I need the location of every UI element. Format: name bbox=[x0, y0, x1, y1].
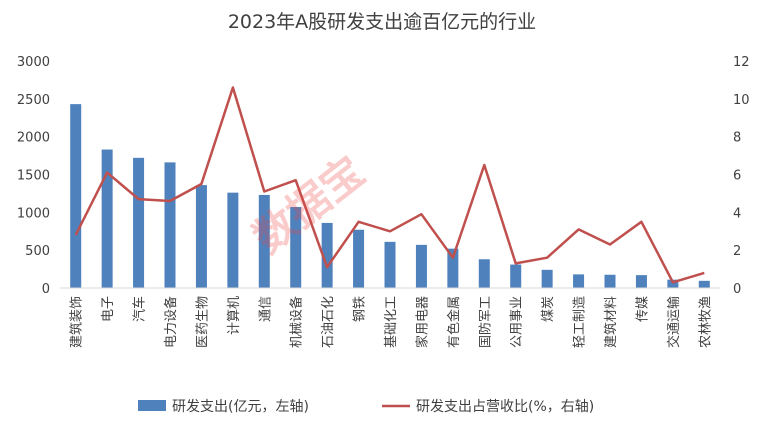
category-label: 电子 bbox=[101, 296, 116, 322]
chart-title: 2023年A股研发支出逾百亿元的行业 bbox=[228, 11, 536, 33]
bar bbox=[415, 244, 427, 288]
category-label: 公用事业 bbox=[510, 296, 525, 348]
right-tick-label: 6 bbox=[733, 169, 741, 184]
category-label: 石油石化 bbox=[321, 296, 336, 348]
category-label: 机械设备 bbox=[289, 296, 305, 348]
left-tick-label: 500 bbox=[25, 244, 50, 259]
bar bbox=[541, 269, 553, 288]
category-label: 轻工制造 bbox=[573, 296, 588, 348]
line-series bbox=[74, 86, 705, 284]
bar bbox=[70, 104, 82, 288]
category-label: 医药生物 bbox=[195, 296, 210, 348]
category-label: 钢铁 bbox=[353, 296, 368, 322]
bar bbox=[384, 241, 396, 288]
bar bbox=[478, 259, 490, 288]
left-tick-label: 2000 bbox=[17, 131, 50, 146]
legend-bar-label: 研发支出(亿元，左轴) bbox=[172, 399, 309, 415]
category-label: 煤炭 bbox=[541, 296, 556, 322]
category-label: 建筑材料 bbox=[603, 296, 619, 348]
bar bbox=[353, 229, 365, 288]
right-tick-label: 10 bbox=[733, 93, 750, 108]
category-label: 汽车 bbox=[132, 296, 148, 322]
bar-series bbox=[70, 104, 710, 288]
bar bbox=[447, 248, 459, 288]
bar bbox=[667, 279, 679, 288]
left-tick-label: 3000 bbox=[17, 55, 50, 70]
right-tick-label: 4 bbox=[733, 206, 741, 221]
bar bbox=[133, 157, 145, 288]
category-label: 有色金属 bbox=[446, 296, 462, 348]
category-label: 国防军工 bbox=[477, 296, 493, 348]
bar bbox=[321, 222, 333, 288]
right-tick-label: 8 bbox=[733, 131, 741, 146]
bar bbox=[164, 162, 176, 288]
left-tick-label: 1000 bbox=[17, 206, 50, 221]
right-tick-label: 0 bbox=[733, 282, 741, 297]
category-label: 电力设备 bbox=[163, 296, 179, 348]
legend-bar-swatch bbox=[138, 400, 166, 411]
bar bbox=[290, 207, 302, 288]
category-label: 通信 bbox=[258, 296, 273, 322]
right-tick-label: 12 bbox=[733, 55, 750, 70]
bar bbox=[573, 274, 585, 288]
legend: 研发支出(亿元，左轴) 研发支出占营收比(%，右轴) bbox=[138, 399, 594, 415]
category-label: 家用电器 bbox=[414, 296, 430, 348]
category-label: 基础化工 bbox=[384, 296, 399, 348]
bar bbox=[195, 185, 207, 288]
right-axis: 0 2 4 6 8 10 12 bbox=[733, 55, 750, 297]
category-label: 交通运输 bbox=[666, 296, 682, 348]
bar bbox=[604, 274, 616, 288]
left-axis: 0 500 1000 1500 2000 2500 3000 bbox=[17, 55, 50, 297]
bar bbox=[258, 194, 270, 288]
category-label: 建筑装饰 bbox=[69, 296, 85, 348]
bar bbox=[635, 275, 647, 288]
bar bbox=[510, 264, 522, 288]
category-label: 传媒 bbox=[635, 296, 650, 322]
left-tick-label: 1500 bbox=[17, 169, 50, 184]
category-label: 计算机 bbox=[227, 296, 242, 335]
category-label: 农林牧渔 bbox=[698, 296, 713, 348]
bar bbox=[698, 280, 710, 288]
bar bbox=[227, 192, 239, 288]
legend-line-label: 研发支出占营收比(%，右轴) bbox=[416, 399, 594, 415]
right-tick-label: 2 bbox=[733, 244, 741, 259]
left-tick-label: 2500 bbox=[17, 93, 50, 108]
left-tick-label: 0 bbox=[42, 282, 50, 297]
category-labels: 建筑装饰 电子 汽车 电力设备 医药生物 计算机 通信 机械设备 石油石化 钢铁 基础化工 家用电器有… bbox=[69, 296, 714, 348]
bar bbox=[101, 149, 113, 288]
